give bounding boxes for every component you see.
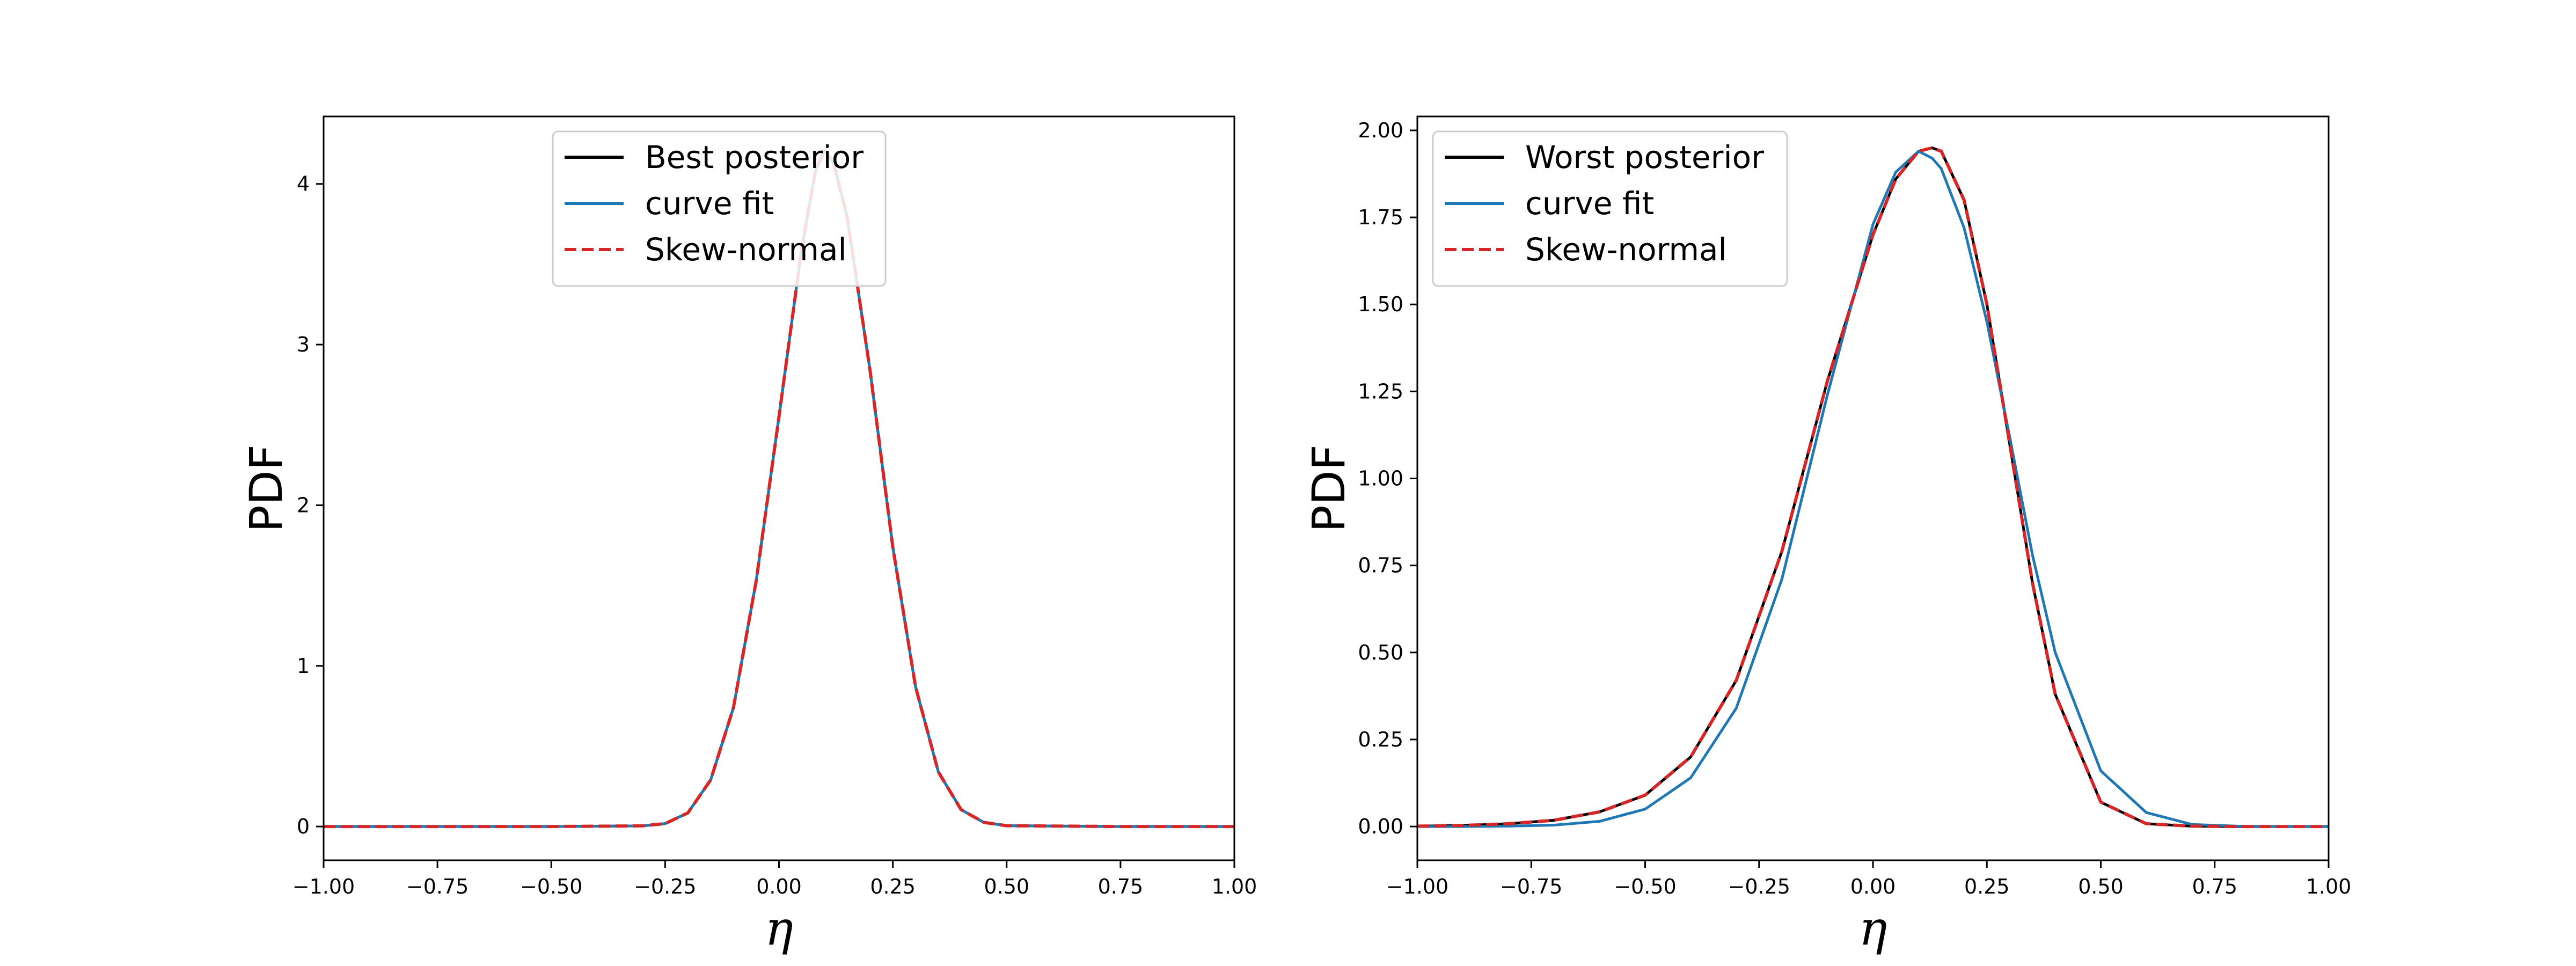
- panel-1-x-tick-label: 0.75: [1098, 875, 1144, 898]
- panel-1-y-tick-label: 3: [297, 333, 310, 356]
- panel-2-y-tick-label: 0.75: [1358, 554, 1403, 577]
- panel-2-y-tick-label: 0.25: [1358, 728, 1403, 751]
- panel-2-x-tick-label: −1.00: [1386, 875, 1448, 898]
- panel-1-legend: Best posterior curve fit Skew-normal: [552, 130, 887, 287]
- panel-2-x-tick-label: −0.50: [1614, 875, 1676, 898]
- panel-2-y-tick-label: 1.50: [1358, 292, 1403, 316]
- panel-2-y-axis-title: PDF: [1302, 444, 1355, 532]
- panel-1-x-tick-label: −0.75: [406, 875, 469, 898]
- panel-2-y-tick-label: 1.25: [1358, 379, 1403, 403]
- panel-2-y-tick-label: 0.50: [1358, 641, 1403, 664]
- panel-2-legend: Worst posterior curve fit Skew-normal: [1432, 130, 1788, 287]
- panel-1: −1.00 −0.75 −0.50 −0.25 0.00 0.25 0.50 0.75 1.00…: [240, 115, 1257, 956]
- panel-2-y-tick-label: 0.00: [1358, 815, 1403, 838]
- panel-2-x-tick-label: 0.25: [1964, 875, 2010, 898]
- panel-1-legend-label-1: Best posterior: [645, 139, 863, 175]
- panel-2-x-tick-label: 0.50: [2078, 875, 2124, 898]
- panel-2-legend-label-2: curve fit: [1525, 185, 1654, 222]
- panel-1-x-tick-label: 0.00: [756, 875, 802, 898]
- panel-1-x-tick-label: −0.50: [520, 875, 582, 898]
- panel-1-y-tick-label: 4: [297, 172, 310, 196]
- panel-1-y-tick-label: 2: [297, 493, 310, 517]
- panel-2-series-line-2: [1417, 150, 2329, 828]
- panel-2-y-tick-label: 1.00: [1358, 467, 1403, 491]
- panel-2: −1.00 −0.75 −0.50 −0.25 0.00 0.25 0.50 0.75 1.00…: [1302, 115, 2352, 956]
- panel-1-x-tick-label: 1.00: [1212, 875, 1257, 898]
- panel-2-x-tick-label: 0.00: [1850, 875, 1896, 898]
- panel-2-legend-label-1: Worst posterior: [1525, 139, 1764, 175]
- panel-2-y-tick-label: 1.75: [1358, 206, 1403, 229]
- panel-1-legend-label-2: curve fit: [645, 185, 774, 222]
- panel-1-y-axis-title: PDF: [240, 444, 292, 532]
- panel-2-legend-label-3: Skew-normal: [1525, 231, 1727, 268]
- panel-2-series-line-3: [1417, 146, 2329, 829]
- panel-1-legend-box: [552, 130, 887, 287]
- panel-1-legend-label-3: Skew-normal: [645, 231, 847, 268]
- panel-2-x-axis-title: η: [1859, 901, 1887, 956]
- panel-1-x-tick-label: 0.50: [984, 875, 1029, 898]
- panel-1-y-tick-label: 1: [297, 654, 310, 678]
- panel-1-x-axis-title: η: [765, 901, 793, 956]
- panel-2-y-tick-label: 2.00: [1358, 119, 1403, 142]
- panel-2-x-tick-label: 0.75: [2192, 875, 2237, 898]
- panel-2-x-tick-label: −0.25: [1728, 875, 1790, 898]
- panel-2-x-tick-label: 1.00: [2306, 875, 2352, 898]
- panel-1-x-tick-label: −0.25: [634, 875, 696, 898]
- panel-2-legend-box: [1432, 130, 1788, 287]
- panel-2-x-tick-label: −0.75: [1500, 875, 1562, 898]
- panel-1-x-tick-label: −1.00: [292, 875, 355, 898]
- panel-1-y-tick-label: 0: [297, 815, 310, 838]
- panel-1-x-tick-label: 0.25: [870, 875, 916, 898]
